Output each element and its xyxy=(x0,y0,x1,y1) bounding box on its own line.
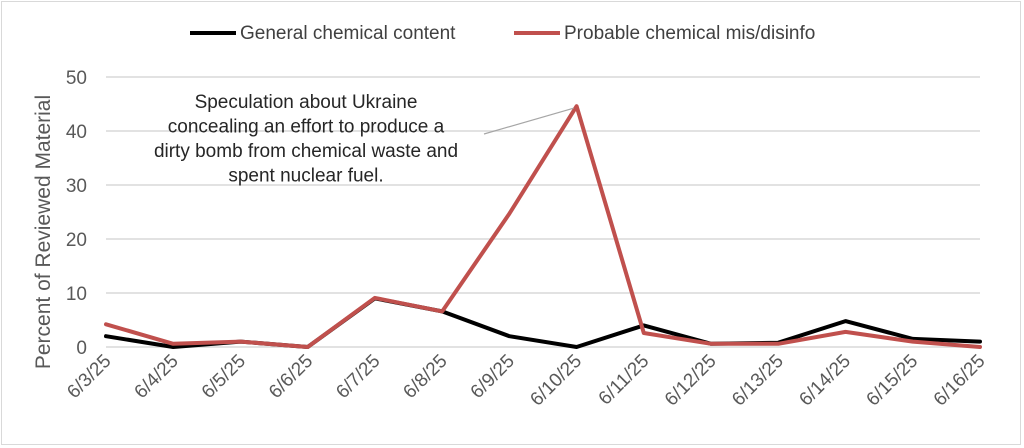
x-tick-label: 6/11/25 xyxy=(595,351,654,410)
legend: General chemical content Probable chemica… xyxy=(190,23,815,44)
series-layer xyxy=(104,104,982,349)
legend-label-1: General chemical content xyxy=(240,23,456,44)
x-tick-label: 6/13/25 xyxy=(728,351,788,411)
x-tick-label: 6/6/25 xyxy=(265,351,317,403)
x-tick-label: 6/3/25 xyxy=(63,351,115,403)
y-tick-label: 0 xyxy=(76,338,87,359)
x-tick-label: 6/10/25 xyxy=(526,351,586,411)
x-tick-label: 6/16/25 xyxy=(930,351,990,411)
legend-label-2: Probable chemical mis/disinfo xyxy=(564,23,815,44)
x-tick-label: 6/4/25 xyxy=(131,351,183,403)
y-tick-label: 30 xyxy=(66,176,87,197)
x-tick-label: 6/15/25 xyxy=(863,351,923,411)
x-tick-label: 6/14/25 xyxy=(795,351,855,411)
annotation-line: spent nuclear fuel. xyxy=(228,166,383,187)
annotation-leader-line xyxy=(483,107,574,135)
y-tick-label: 20 xyxy=(66,230,87,251)
series-line-2 xyxy=(104,104,982,349)
x-axis-ticks: 6/3/25 6/4/25 6/5/25 6/6/25 6/7/25 6/8/25 6/9/… xyxy=(63,351,989,411)
gridlines xyxy=(106,76,980,348)
series-line-1 xyxy=(104,296,982,349)
x-tick-label: 6/7/25 xyxy=(332,351,384,403)
y-axis-ticks: 0 10 20 30 40 50 xyxy=(66,68,87,359)
annotation-line: Speculation about Ukraine xyxy=(195,92,418,113)
y-tick-label: 50 xyxy=(66,68,87,89)
annotation-line: dirty bomb from chemical waste and xyxy=(154,141,458,162)
annotation: Speculation about Ukraine concealing an e… xyxy=(154,92,574,187)
y-tick-label: 40 xyxy=(66,122,87,143)
x-tick-label: 6/12/25 xyxy=(661,351,721,411)
y-axis-label: Percent of Reviewed Material xyxy=(32,95,55,369)
annotation-line: concealing an effort to produce a xyxy=(168,117,445,138)
x-tick-label: 6/5/25 xyxy=(198,351,250,403)
x-tick-label: 6/9/25 xyxy=(467,351,519,403)
y-tick-label: 10 xyxy=(66,284,87,305)
x-tick-label: 6/8/25 xyxy=(399,351,451,403)
